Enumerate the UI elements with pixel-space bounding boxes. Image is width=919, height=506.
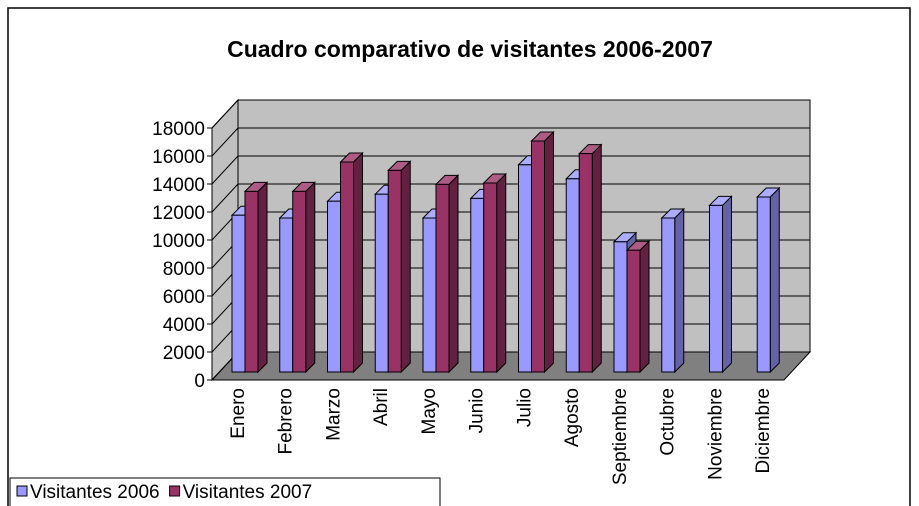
x-tick-label: Septiembre (610, 388, 631, 485)
bar (708, 195, 733, 374)
bar (387, 160, 412, 374)
bar (243, 181, 269, 374)
bar-front (279, 217, 294, 373)
bar-side (769, 186, 780, 374)
bar (756, 186, 781, 374)
y-tick-label: 8000 (163, 259, 205, 280)
x-tick-label: Enero (228, 388, 249, 439)
bar-side (544, 130, 554, 374)
x-tick-label: Marzo (323, 388, 344, 441)
bar-front (518, 164, 532, 373)
bar-front (470, 197, 485, 373)
x-tick-label: Abril (371, 388, 392, 426)
bar-front (435, 183, 450, 373)
bar (482, 172, 507, 374)
bar-side (496, 172, 507, 374)
bar-side (257, 181, 268, 374)
bar-front (422, 217, 437, 373)
legend-label: Visitantes 2006 (30, 482, 160, 503)
grid-line (211, 99, 810, 129)
y-tick-label: 14000 (152, 175, 205, 196)
bar (339, 151, 364, 374)
bar-side (591, 143, 602, 374)
bar-front (578, 153, 593, 373)
y-tick-label: 2000 (163, 343, 205, 364)
y-tick-label: 12000 (152, 203, 205, 224)
bar-front (374, 193, 389, 373)
bar (625, 239, 651, 374)
bar-front (661, 217, 676, 373)
bar-front (327, 200, 341, 373)
legend-box (9, 477, 441, 506)
grid-line (211, 127, 810, 157)
bar-front (565, 178, 580, 373)
bar-front (231, 214, 246, 373)
legend-label: Visitantes 2007 (183, 482, 313, 503)
bar-front (531, 140, 545, 373)
bar-front (292, 190, 307, 373)
bar-front (244, 190, 259, 373)
x-tick-label: Mayo (419, 388, 440, 434)
bar (434, 174, 460, 374)
y-tick-label: 6000 (163, 287, 205, 308)
bar-side (639, 239, 650, 374)
x-tick-label: Junio (467, 388, 488, 433)
y-tick-label: 10000 (152, 231, 205, 252)
grid-line (211, 183, 810, 213)
bar (291, 181, 316, 374)
bar-side (305, 181, 316, 374)
x-tick-label: Febrero (276, 388, 297, 455)
bar (578, 143, 603, 374)
legend-swatch (169, 485, 181, 497)
bar-front (626, 249, 641, 373)
legend-swatch (16, 485, 28, 497)
bar-front (340, 161, 354, 373)
bar (660, 207, 685, 374)
x-tick-label: Diciembre (753, 388, 774, 474)
y-tick-label: 4000 (163, 315, 205, 336)
chart-title: Cuadro comparativo de visitantes 2006-20… (227, 36, 713, 62)
x-tick-label: Noviembre (705, 388, 726, 480)
bar-front (756, 196, 771, 373)
bar-side (353, 151, 363, 374)
bar-front (709, 204, 723, 373)
bar-front (483, 182, 498, 373)
bar-front (387, 169, 402, 373)
bar-side (448, 174, 459, 374)
x-tick-label: Julio (514, 388, 535, 427)
y-tick-label: 16000 (152, 147, 205, 168)
bar-front (613, 241, 628, 373)
bar-side (400, 160, 411, 374)
y-tick-label: 18000 (152, 119, 205, 140)
x-tick-label: Agosto (562, 388, 583, 447)
grid-line (211, 155, 810, 185)
bar (530, 130, 555, 374)
bar-side (722, 195, 732, 374)
x-tick-label: Octubre (658, 388, 679, 456)
y-tick-label: 0 (194, 371, 205, 392)
bar-side (674, 207, 685, 374)
